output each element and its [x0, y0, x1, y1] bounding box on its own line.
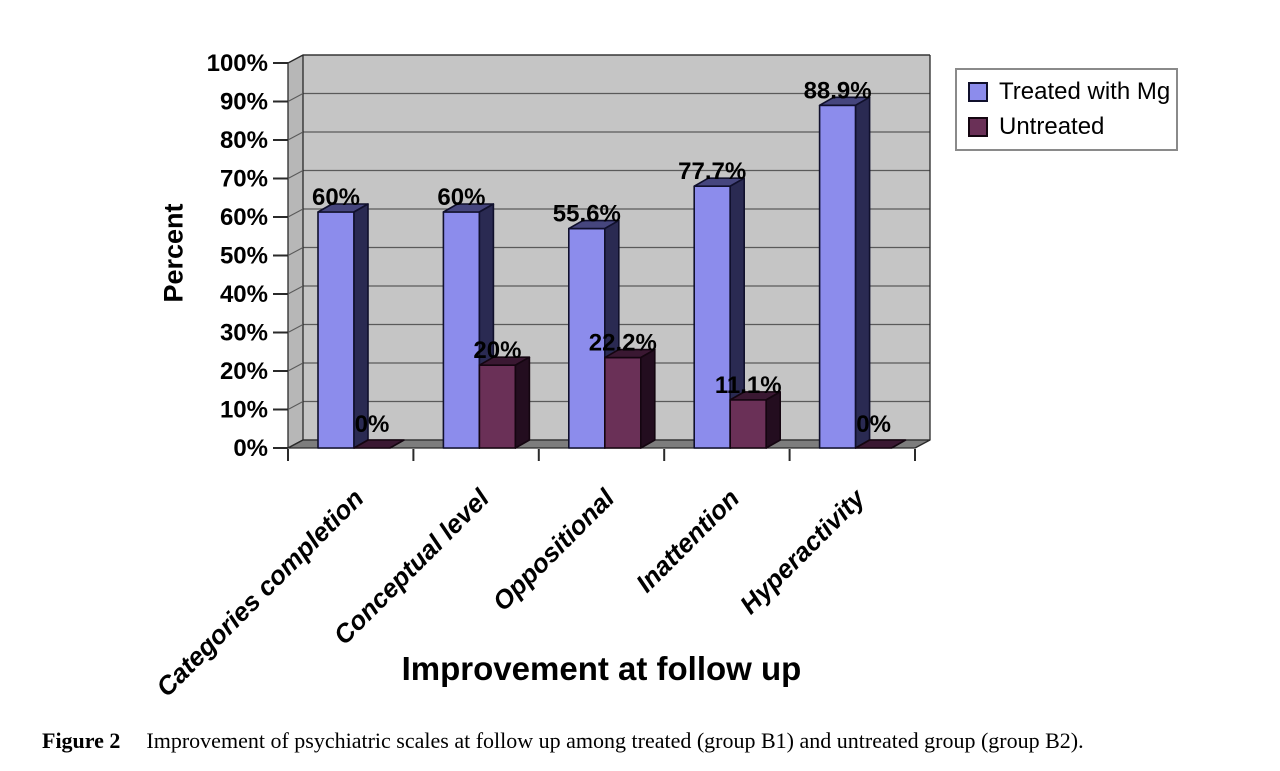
bar-1-0-flat [353, 439, 405, 449]
gridline-left-wall [287, 362, 304, 372]
bar-1-2-front [603, 356, 642, 449]
legend: Treated with Mg Untreated [955, 68, 1178, 151]
bar-1-3-side [765, 391, 782, 449]
untreated-series-swatch [968, 117, 988, 138]
gridline-left-wall [287, 285, 304, 295]
legend-item-treated: Treated with Mg [968, 78, 1176, 106]
gridline-left-wall [287, 208, 304, 218]
y-tick-label: 30% [220, 320, 268, 347]
data-label: 77.7% [678, 158, 746, 185]
y-axis-title: Percent [158, 203, 189, 303]
data-label: 0% [856, 411, 891, 438]
y-tick-label: 20% [220, 358, 268, 385]
x-axis-title: Improvement at follow up [401, 650, 802, 687]
y-tick-label: 70% [220, 166, 268, 193]
bar-1-3-front [729, 399, 768, 449]
data-label: 88.9% [804, 77, 872, 104]
y-tick-label: 60% [220, 204, 268, 231]
bar-0-4-side [854, 96, 871, 449]
data-label: 20% [473, 337, 521, 364]
gridline-left-wall [287, 93, 304, 102]
bar-1-1-front [478, 364, 517, 449]
bar-1-2-side [639, 348, 656, 449]
gridline-left-wall [287, 170, 304, 179]
legend-item-untreated: Untreated [968, 113, 1176, 141]
gridline-left-wall [287, 401, 304, 410]
y-tick-label: 50% [220, 243, 268, 270]
data-label: 60% [437, 184, 485, 211]
y-tick-label: 10% [220, 397, 268, 424]
y-tick-label: 100% [207, 50, 268, 77]
y-tick-label: 80% [220, 127, 268, 154]
data-label: 55.6% [553, 201, 621, 228]
bar-1-1-side [514, 356, 531, 449]
bar-1-4-flat [854, 439, 907, 449]
bar-0-3-front [693, 185, 732, 449]
bar-0-1-front [442, 211, 481, 449]
gridline-left-wall [287, 131, 304, 141]
bar-chart-plot: 60% 0% 60% 20% 55.6% 22.2% 77.7% 11.1% 88.9% 0% 10… [207, 50, 931, 462]
bar-0-4-front [818, 104, 857, 449]
data-label: 11.1% [715, 372, 782, 399]
data-label: 0% [355, 411, 390, 438]
y-tick-label: 40% [220, 281, 268, 308]
legend-label-untreated: Untreated [999, 113, 1105, 141]
treated-series-swatch [968, 81, 988, 102]
y-tick-label: 0% [233, 435, 268, 462]
figure-caption: Figure 2 Improvement of psychiatric scal… [42, 728, 1262, 754]
gridline-left-wall [287, 324, 304, 333]
y-tick-label: 90% [220, 89, 268, 116]
data-label: 60% [312, 184, 360, 211]
gridline-left-wall [287, 247, 304, 256]
legend-label-treated: Treated with Mg [999, 77, 1171, 105]
figure-caption-text: Improvement of psychiatric scales at fol… [146, 728, 1084, 753]
data-label: 22.2% [589, 330, 657, 357]
bar-0-0-front [317, 211, 355, 449]
figure-caption-label: Figure 2 [42, 728, 121, 753]
